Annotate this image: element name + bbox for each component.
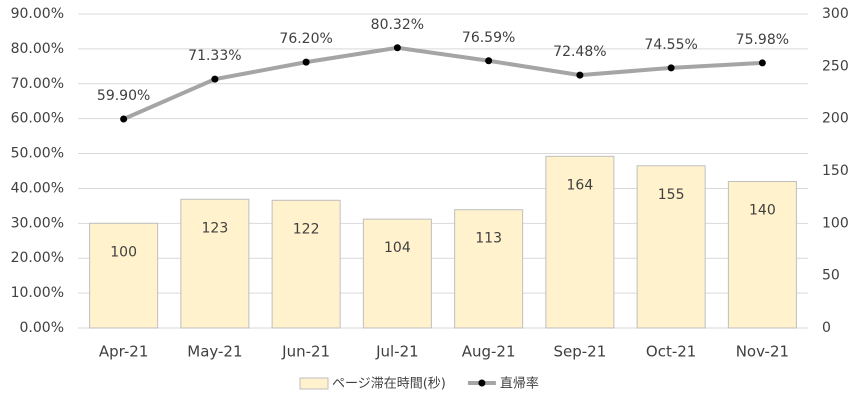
bar (362, 218, 432, 329)
line-marker (211, 75, 219, 83)
bar (180, 198, 250, 329)
bar (454, 209, 524, 329)
line-value-label: 80.32% (371, 17, 424, 33)
legend-label: ページ滞在時間(秒) (332, 377, 446, 392)
line-value-label: 71.33% (188, 48, 241, 64)
y-tick-label: 50.00% (11, 146, 64, 162)
x-tick-label: Sep-21 (553, 343, 606, 361)
x-tick-label: Apr-21 (99, 343, 149, 361)
line-marker (667, 64, 675, 72)
bar (636, 165, 706, 329)
line-marker (576, 71, 584, 79)
bar-value-label: 140 (749, 202, 776, 218)
x-tick-label: Jun-21 (281, 343, 330, 361)
bar (271, 199, 341, 329)
y2-tick-label: 0 (822, 320, 831, 336)
y-tick-label: 10.00% (11, 285, 64, 301)
x-tick-label: Oct-21 (646, 343, 696, 361)
bar-value-label: 123 (202, 220, 229, 236)
bar-value-label: 104 (384, 240, 411, 256)
y2-tick-label: 50 (822, 268, 840, 284)
line-value-label: 74.55% (644, 37, 697, 53)
y-tick-label: 20.00% (11, 250, 64, 266)
y-tick-label: 80.00% (11, 41, 64, 57)
legend-label: 直帰率 (500, 376, 539, 392)
y-tick-label: 30.00% (11, 215, 64, 231)
x-tick-label: May-21 (187, 343, 242, 361)
bar (727, 180, 797, 329)
bar-value-label: 122 (293, 221, 320, 237)
y-tick-label: 60.00% (11, 111, 64, 127)
x-tick-label: Aug-21 (462, 343, 516, 361)
bar (545, 155, 615, 329)
line-value-label: 59.90% (97, 88, 150, 104)
line-marker (302, 58, 310, 66)
bar-value-label: 113 (475, 231, 502, 247)
line-value-label: 75.98% (736, 32, 789, 48)
line-value-label: 72.48% (553, 44, 606, 60)
y2-tick-label: 150 (822, 163, 849, 179)
bar-value-label: 164 (567, 177, 594, 193)
legend-marker (478, 379, 486, 387)
y-tick-label: 90.00% (11, 6, 64, 22)
bar-value-label: 100 (110, 244, 137, 260)
x-tick-label: Nov-21 (736, 343, 789, 361)
line-marker (485, 57, 493, 65)
line-value-label: 76.20% (279, 31, 332, 47)
line (122, 45, 763, 121)
y2-tick-label: 200 (822, 111, 849, 127)
y2-tick-label: 300 (822, 6, 849, 22)
y-tick-label: 70.00% (11, 76, 64, 92)
bar-value-label: 155 (658, 187, 685, 203)
y-tick-label: 40.00% (11, 180, 64, 196)
y-tick-label: 0.00% (20, 320, 64, 336)
x-tick-label: Jul-21 (375, 343, 419, 361)
bar (89, 222, 159, 329)
line-marker (758, 59, 766, 67)
line-marker (393, 44, 401, 52)
y2-tick-label: 250 (822, 58, 849, 74)
line-marker (120, 115, 128, 123)
legend-swatch (299, 377, 329, 390)
line-value-label: 76.59% (462, 30, 515, 46)
y2-tick-label: 100 (822, 215, 849, 231)
